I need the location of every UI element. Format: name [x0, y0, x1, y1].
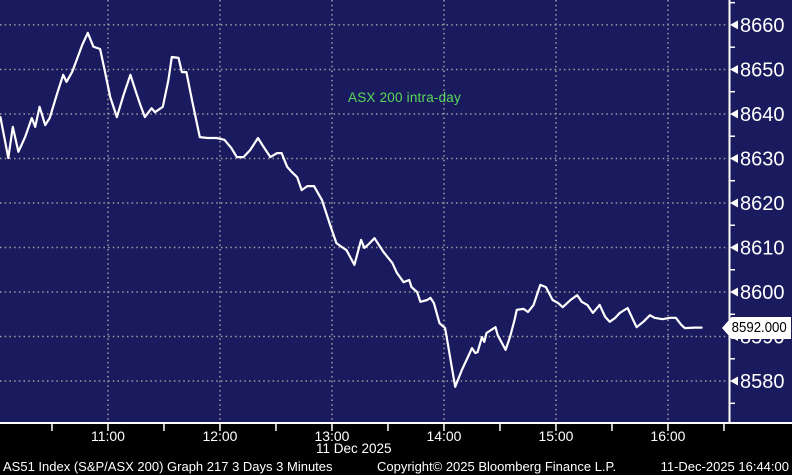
- security-description: AS51 Index (S&P/ASX 200) Graph 217 3 Day…: [3, 459, 333, 474]
- last-price-tag: 8592.000: [722, 317, 791, 339]
- x-tick-label: 13:00: [314, 428, 349, 444]
- y-tick-label: 8580: [740, 371, 785, 393]
- plot-background[interactable]: [0, 0, 792, 422]
- x-tick-label: 11:00: [91, 428, 125, 444]
- y-tick-label: 8650: [740, 59, 785, 81]
- y-tick-arrow: [730, 198, 738, 208]
- chart-annotation-label: ASX 200 intra-day: [348, 90, 461, 105]
- y-tick-label: 8620: [740, 193, 785, 215]
- y-tick-label: 8600: [740, 282, 785, 304]
- x-tick-label: 15:00: [538, 428, 573, 444]
- y-tick-arrow: [730, 287, 738, 297]
- status-bar: AS51 Index (S&P/ASX 200) Graph 217 3 Day…: [0, 457, 792, 475]
- x-tick-label: 12:00: [202, 428, 237, 444]
- y-tick-arrow: [730, 64, 738, 74]
- y-tick-label: 8610: [740, 238, 785, 260]
- y-tick-arrow: [730, 109, 738, 119]
- last-price-value: 8592.000: [731, 319, 787, 336]
- y-tick-label: 8630: [740, 148, 785, 170]
- copyright-text: Copyright© 2025 Bloomberg Finance L.P.: [377, 459, 617, 474]
- y-tick-arrow: [730, 20, 738, 30]
- x-tick-label: 16:00: [650, 428, 685, 444]
- y-tick-arrow: [730, 243, 738, 253]
- x-tick-label: 14:00: [426, 428, 461, 444]
- y-tick-label: 8660: [740, 15, 785, 37]
- x-axis-date-label: 11 Dec 2025: [316, 441, 392, 456]
- y-tick-arrow: [730, 376, 738, 386]
- timestamp-text: 11-Dec-2025 16:44:00: [660, 459, 789, 474]
- y-tick-arrow: [730, 153, 738, 163]
- price-line: [0, 31, 703, 388]
- y-tick-label: 8640: [740, 104, 785, 126]
